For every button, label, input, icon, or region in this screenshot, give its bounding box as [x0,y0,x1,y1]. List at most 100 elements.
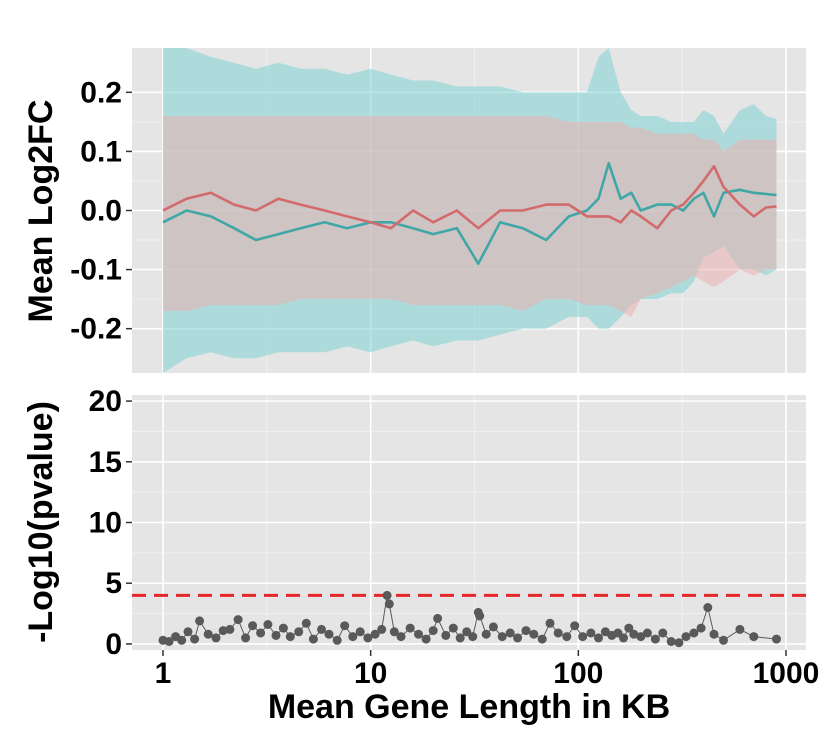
data-point [529,629,539,639]
y-tick-label: 0.1 [80,135,122,168]
data-point [211,633,221,643]
data-point [271,630,281,640]
data-point [428,626,438,636]
data-point [384,599,394,609]
data-point [586,628,596,638]
data-point [658,628,668,638]
data-point [749,632,759,642]
data-point [462,627,472,637]
data-point [248,621,258,631]
top-lines [162,161,777,266]
y-tick-label: 0.2 [80,76,122,109]
data-point [636,632,646,642]
data-point [421,634,431,644]
data-point [689,628,699,638]
data-point [332,635,342,645]
data-point [195,616,205,626]
x-tick-label: 100 [553,657,603,690]
data-point [545,618,555,628]
data-point [389,627,399,637]
line-series-2 [162,164,777,230]
data-point [203,629,213,639]
data-point [642,628,652,638]
data-point [256,628,266,638]
bottom-y-axis-title: -Log10(pvalue) [22,401,60,643]
data-point [441,630,451,640]
data-point [278,623,288,633]
data-point [225,624,235,634]
y-tick-label: -0.1 [70,254,122,287]
y-tick-label: -0.2 [70,313,122,346]
data-point [735,624,745,634]
y-tick-label: 0 [105,628,122,661]
data-point [468,632,478,642]
y-tick-label: 5 [105,567,122,600]
data-point [348,632,358,642]
data-point [218,626,228,636]
data-point [719,635,728,645]
data-point [183,627,193,637]
data-point [396,632,406,642]
data-point [363,633,373,643]
data-point [553,628,563,638]
data-point [414,629,423,639]
y-tick-label: 15 [89,446,122,479]
data-point [481,629,491,639]
data-point [377,624,387,634]
data-point [475,611,485,621]
x-axis-title: Mean Gene Length in KB [268,688,670,726]
data-point [537,634,547,644]
data-point [294,627,304,637]
x-tick-label: 1 [155,657,172,690]
y-tick-label: 20 [89,385,122,418]
data-point [497,632,507,642]
data-point [355,627,365,637]
data-point [709,629,719,639]
top-panel: -0.2 -0.1 0.0 0.1 0.2 Mean Log2FC [22,48,806,373]
data-point [263,620,273,629]
data-point [578,632,588,642]
bottom-panel: 0 5 10 15 20 1 10 100 1000 -Log10(pvalue) Mean … [22,385,819,726]
data-point [703,603,713,612]
data-point [674,638,684,648]
x-axis: 1 10 100 1000 [155,650,820,690]
data-point [772,634,781,644]
data-point [619,633,628,643]
y-tick-label: 10 [89,507,122,540]
data-point [317,624,326,634]
data-point [285,632,295,642]
ribbon-series-2 [163,116,777,317]
data-point [696,623,706,633]
data-point [405,623,415,633]
data-point [301,618,311,628]
data-point [382,590,392,600]
data-point [433,613,443,623]
data-point [505,628,515,638]
data-point [521,626,531,636]
data-point [455,633,465,643]
data-point [370,629,380,639]
top-y-axis-title: Mean Log2FC [22,100,60,323]
data-point [681,632,691,642]
line-series-1 [162,161,777,266]
top-ribbons [163,48,777,373]
data-point [241,633,251,643]
data-point [570,621,580,631]
x-tick-label: 1000 [753,657,820,690]
data-point [177,635,187,645]
data-point [650,634,660,644]
top-y-axis: -0.2 -0.1 0.0 0.1 0.2 [70,76,132,346]
data-point [562,632,572,642]
bottom-y-axis: 0 5 10 15 20 [89,385,132,661]
data-point [488,622,498,632]
data-point [513,633,523,643]
data-point [164,637,174,646]
y-tick-label: 0.0 [80,195,122,228]
data-point [340,621,350,631]
data-point [308,634,318,644]
bottom-points [158,590,781,648]
data-point [594,633,603,643]
data-point [448,623,458,633]
data-point [624,623,634,633]
